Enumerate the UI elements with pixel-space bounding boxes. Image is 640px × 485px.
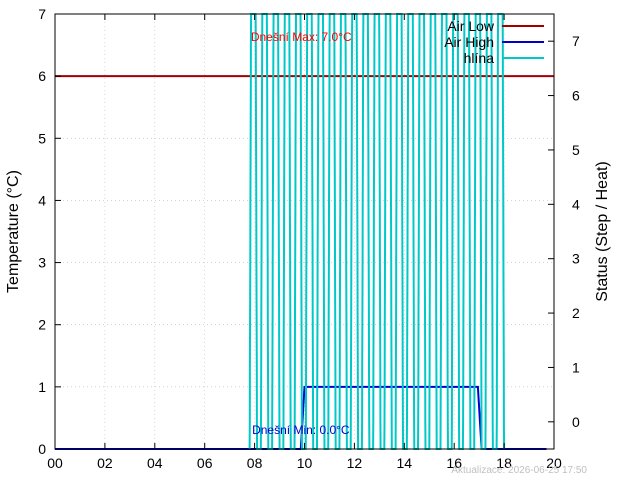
y2-tick-label: 0 bbox=[572, 414, 580, 430]
y-tick-label: 1 bbox=[38, 379, 46, 395]
legend-label: Air High bbox=[444, 34, 494, 50]
x-tick-label: 14 bbox=[397, 455, 413, 471]
y-tick-label: 4 bbox=[38, 192, 46, 208]
x-tick-label: 06 bbox=[197, 455, 213, 471]
y2-tick-label: 5 bbox=[572, 142, 580, 158]
x-tick-label: 10 bbox=[297, 455, 313, 471]
y-tick-label: 7 bbox=[38, 6, 46, 22]
annotation-label: Dnešní Max: 7.0°C bbox=[251, 30, 352, 44]
y-tick-label: 0 bbox=[38, 441, 46, 457]
legend-label: Air Low bbox=[447, 18, 495, 34]
x-tick-label: 04 bbox=[147, 455, 163, 471]
y2-tick-label: 3 bbox=[572, 251, 580, 267]
x-tick-label: 02 bbox=[97, 455, 113, 471]
y2-tick-label: 6 bbox=[572, 88, 580, 104]
y-tick-label: 3 bbox=[38, 255, 46, 271]
y2-axis-label: Status (Step / Heat) bbox=[594, 161, 611, 302]
y2-tick-label: 7 bbox=[572, 33, 580, 49]
y-tick-label: 5 bbox=[38, 130, 46, 146]
x-tick-label: 16 bbox=[446, 455, 462, 471]
y-tick-label: 2 bbox=[38, 317, 46, 333]
update-timestamp: Aktualizace: 2026-06-25 17:50 bbox=[451, 465, 587, 476]
y-axis-label: Temperature (°C) bbox=[5, 170, 22, 293]
y-tick-label: 6 bbox=[38, 68, 46, 84]
legend-label: hlína bbox=[464, 50, 495, 66]
x-tick-label: 00 bbox=[47, 455, 63, 471]
annotations: Dnešní Max: 7.0°C Dnešní Min: 0.0°C bbox=[251, 30, 352, 437]
y2-tick-label: 4 bbox=[572, 196, 580, 212]
x-tick-label: 12 bbox=[347, 455, 363, 471]
x-tick-label: 18 bbox=[496, 455, 512, 471]
y2-tick-label: 2 bbox=[572, 305, 580, 321]
annotation-label: Dnešní Min: 0.0°C bbox=[252, 423, 350, 437]
x-tick-label: 20 bbox=[546, 455, 562, 471]
y2-tick-label: 1 bbox=[572, 359, 580, 375]
x-tick-label: 08 bbox=[247, 455, 263, 471]
grid bbox=[55, 14, 554, 449]
